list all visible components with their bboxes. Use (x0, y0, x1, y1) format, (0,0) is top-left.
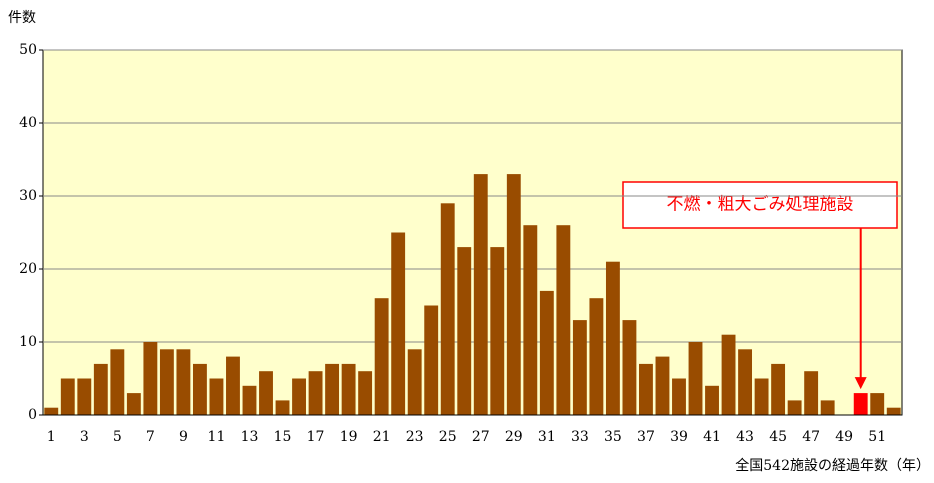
y-tick-label: 20 (19, 261, 37, 277)
x-tick-label: 37 (637, 429, 655, 445)
x-tick-label: 1 (47, 429, 56, 445)
bar (275, 400, 290, 415)
annotation: 不燃・粗大ごみ処理施設 (622, 181, 898, 229)
x-tick-label: 51 (868, 429, 886, 445)
bar (143, 342, 158, 415)
bar (622, 320, 637, 415)
bar (490, 247, 505, 415)
x-tick-label: 15 (274, 429, 292, 445)
bar (292, 378, 306, 415)
bar (655, 356, 670, 415)
bar (886, 407, 901, 415)
x-tick-label: 5 (113, 429, 122, 445)
bar (523, 225, 538, 415)
y-tick-label: 50 (19, 42, 37, 58)
bar (60, 378, 75, 415)
bar (424, 305, 439, 415)
bar (506, 174, 521, 415)
bar (754, 378, 769, 415)
bar (473, 174, 488, 415)
bar (589, 298, 604, 415)
x-tick-label: 43 (736, 429, 754, 445)
bar (853, 393, 868, 415)
annotation-text: 不燃・粗大ごみ処理施設 (667, 195, 854, 215)
bar (820, 400, 835, 415)
x-tick-label: 11 (208, 429, 226, 445)
x-tick-label: 3 (80, 429, 89, 445)
bar (242, 385, 257, 415)
bar (539, 290, 554, 415)
bar (192, 363, 207, 415)
x-tick-label: 45 (769, 429, 787, 445)
x-tick-label: 19 (340, 429, 358, 445)
bar (605, 261, 620, 415)
x-tick-label: 49 (835, 429, 853, 445)
bar (341, 363, 356, 415)
bar (556, 225, 571, 415)
x-axis-label: 全国542施設の経過年数（年） (735, 457, 930, 474)
x-tick-label: 29 (505, 429, 523, 445)
bar (226, 356, 240, 415)
y-tick-label: 0 (28, 407, 37, 423)
bar (804, 371, 819, 415)
bar (738, 349, 753, 415)
x-tick-label: 35 (604, 429, 622, 445)
bar (771, 363, 786, 415)
x-tick-label: 21 (373, 429, 391, 445)
bar (44, 407, 59, 415)
x-tick-label: 7 (146, 429, 155, 445)
bar (308, 371, 323, 415)
y-tick-label: 10 (19, 334, 37, 350)
x-tick-label: 27 (472, 429, 490, 445)
x-tick-label: 39 (670, 429, 688, 445)
x-tick-label: 17 (307, 429, 325, 445)
x-tick-label: 23 (406, 429, 424, 445)
bar (572, 320, 587, 415)
bar (110, 349, 125, 415)
bar (391, 232, 406, 415)
bar (176, 349, 191, 415)
bar (672, 378, 686, 415)
bar (787, 400, 802, 415)
bar (358, 371, 373, 415)
annotation-arrowhead (854, 377, 867, 390)
x-tick-label: 13 (241, 429, 259, 445)
bar (639, 363, 653, 415)
annotation-box (622, 181, 898, 229)
bar (407, 349, 422, 415)
bar (688, 342, 703, 415)
bar (77, 378, 92, 415)
bar (209, 378, 224, 415)
x-tick-label: 41 (703, 429, 721, 445)
y-axis-label: 件数 (8, 10, 36, 26)
bar (721, 334, 736, 415)
x-tick-label: 33 (571, 429, 589, 445)
bar (259, 371, 273, 415)
bar (440, 203, 455, 415)
bar (93, 363, 108, 415)
bar (870, 393, 885, 415)
y-tick-label: 30 (19, 188, 37, 204)
x-tick-label: 47 (802, 429, 820, 445)
x-tick-label: 9 (179, 429, 188, 445)
bar (705, 385, 719, 415)
bar (325, 363, 340, 415)
bar (374, 298, 389, 415)
bar (457, 247, 472, 415)
x-tick-label: 31 (538, 429, 556, 445)
y-tick-label: 40 (19, 115, 37, 131)
x-tick-label: 25 (439, 429, 457, 445)
bar (126, 393, 141, 415)
bar (159, 349, 174, 415)
